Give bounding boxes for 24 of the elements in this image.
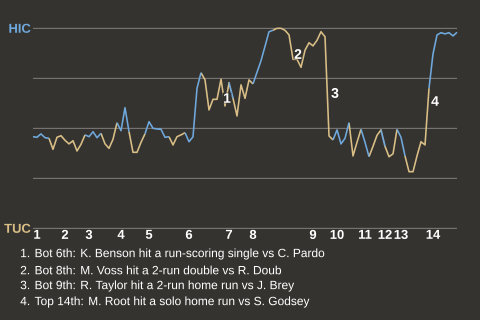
annotation: 1	[224, 93, 230, 103]
x-tick-label: 11	[358, 230, 372, 239]
x-tick-label: 13	[394, 230, 408, 240]
x-tick-label: 5	[146, 230, 152, 239]
x-tick-label: 7	[226, 230, 232, 239]
text: 2. Bot 8th: M. Voss hit a 2-run double vs R. Doub	[20, 266, 282, 274]
x-tick-label: 1	[34, 230, 40, 239]
x-tick-label: 6	[186, 230, 192, 239]
text: 1. Bot 6th: K. Benson hit a run-scoring single vs C. Pardo	[21, 248, 324, 260]
x-tick-label: 12	[378, 230, 392, 239]
x-tick-label: 2	[62, 230, 68, 239]
x-tick-label: 9	[310, 230, 316, 239]
ref-line-label: HIC	[9, 24, 30, 33]
ref-line-label: TUC	[4, 224, 30, 233]
x-tick-label: 10	[330, 230, 344, 239]
text: 3. Bot 9th: R. Taylor hit a 2-run home run vs J. Brey	[20, 280, 294, 292]
x-tick-label: 4	[118, 230, 125, 239]
annotation: 4	[431, 96, 439, 106]
text: 4. Top 14th: M. Root hit a solo home run vs S. Godsey	[20, 296, 310, 308]
x-tick-label: 14	[426, 230, 440, 239]
x-tick-label: 8	[250, 230, 256, 239]
annotation: 3	[331, 88, 338, 98]
x-tick-label: 3	[86, 230, 92, 240]
annotation: 2	[294, 49, 302, 59]
